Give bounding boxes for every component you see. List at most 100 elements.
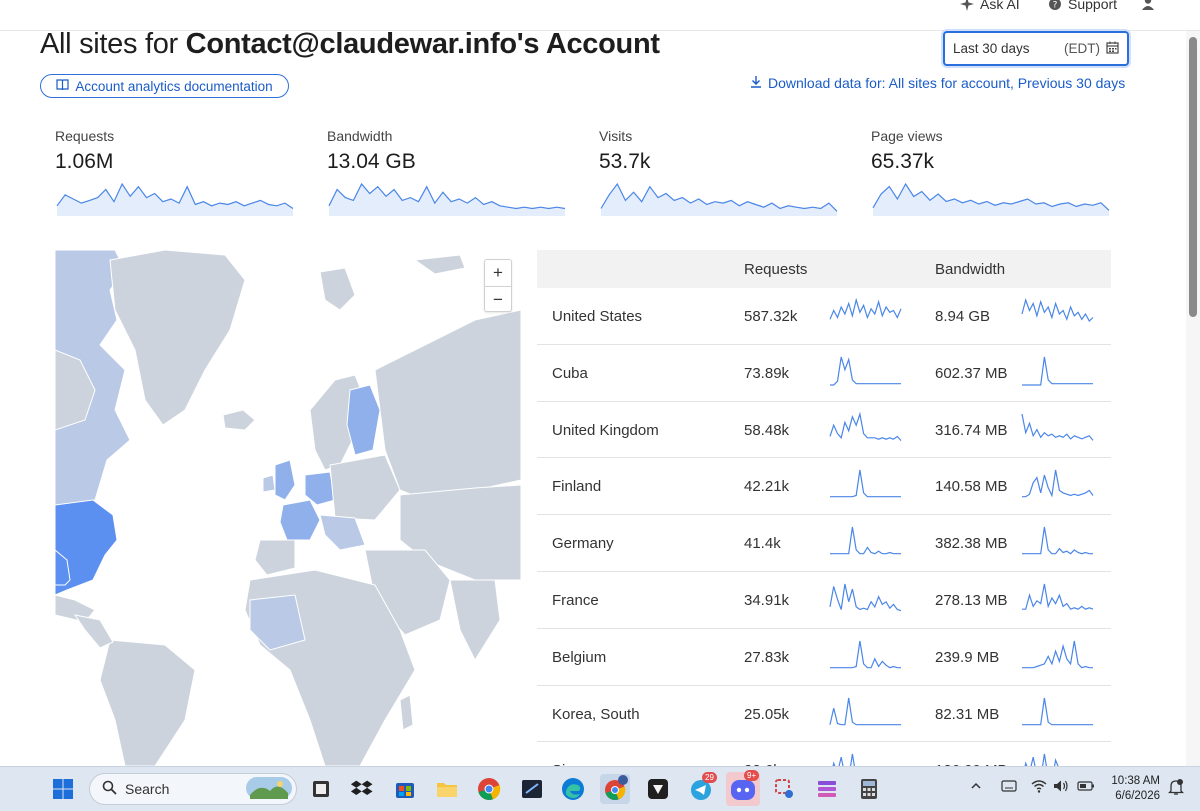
support-button[interactable]: ? Support: [1048, 0, 1117, 12]
sparkline-line: [830, 470, 901, 498]
download-data-link[interactable]: Download data for: All sites for account…: [750, 75, 1125, 91]
requests-row-sparkline: [830, 640, 901, 669]
table-row[interactable]: Belgium 27.83k 239.9 MB: [537, 629, 1111, 686]
notification-icon[interactable]: [1167, 778, 1185, 799]
clock-date: 6/6/2026: [1115, 790, 1160, 802]
map-region-iberia: [254, 539, 296, 576]
zoom-in-button[interactable]: +: [493, 263, 503, 282]
scrollbar-thumb[interactable]: [1189, 37, 1197, 317]
map-region-iceland: [222, 409, 256, 431]
bandwidth-row-sparkline: [1022, 697, 1093, 725]
calculator-icon[interactable]: [857, 777, 881, 801]
table-row[interactable]: Singapore 22.6k 126.99 MB: [537, 742, 1111, 766]
table-row[interactable]: United Kingdom 58.48k 316.74 MB: [537, 402, 1111, 459]
telegram-icon[interactable]: [689, 777, 713, 801]
requests-row-sparkline: [830, 356, 901, 386]
requests-row-sparkline: [830, 470, 901, 498]
search-placeholder: Search: [125, 781, 170, 797]
task-view-icon[interactable]: [309, 777, 333, 801]
requests-row-sparkline: [830, 527, 901, 555]
bandwidth-value: 140.58 MB: [935, 478, 1008, 496]
bandwidth-value: 82.31 MB: [935, 705, 1000, 723]
column-header-bandwidth[interactable]: Bandwidth: [935, 261, 1006, 278]
chrome-active-icon[interactable]: [600, 774, 630, 804]
download-data-label: Download data for: All sites for account…: [768, 75, 1126, 91]
table-row[interactable]: Korea, South 25.05k 82.31 MB: [537, 686, 1111, 743]
map-region-finland: [346, 384, 381, 456]
stack-app-icon[interactable]: [815, 777, 839, 801]
country-name: Germany: [552, 535, 614, 553]
requests-value: 41.4k: [744, 535, 781, 553]
world-map-canvas[interactable]: [55, 250, 521, 766]
page-title-account: Contact@claudewar.info's Account: [185, 28, 660, 60]
table-row[interactable]: United States 587.32k 8.94 GB: [537, 288, 1111, 345]
bandwidth-row-sparkline: [1024, 754, 1059, 766]
sparkline-line: [830, 527, 901, 555]
country-name: Singapore: [552, 762, 620, 766]
sparkline-line: [1022, 470, 1094, 498]
metric-value: 53.7k: [599, 150, 651, 173]
search-highlight-icon: [246, 776, 292, 802]
map-region-germany: [304, 471, 336, 506]
microsoft-store-icon[interactable]: [393, 777, 417, 801]
volume-icon[interactable]: [1053, 779, 1069, 796]
sparkline-line: [1022, 527, 1093, 555]
terminal-app-icon[interactable]: [520, 777, 544, 801]
map-region-france: [279, 499, 321, 541]
table-header: Requests Bandwidth: [537, 250, 1111, 288]
table-row[interactable]: Cuba 73.89k 602.37 MB: [537, 345, 1111, 402]
map-region-west-africa: [249, 594, 306, 651]
requests-value: 34.91k: [744, 591, 790, 609]
date-range-picker[interactable]: Last 30 days (EDT): [943, 31, 1129, 66]
table-row[interactable]: Germany 41.4k 382.38 MB: [537, 515, 1111, 572]
dropbox-icon[interactable]: [350, 777, 374, 801]
country-name: France: [552, 591, 599, 609]
system-clock[interactable]: 10:38 AM 6/6/2026: [1111, 774, 1160, 804]
chrome-icon[interactable]: [477, 777, 501, 801]
bandwidth-row-sparkline: [1022, 583, 1094, 610]
country-name: United States: [552, 308, 643, 325]
clock-time: 10:38 AM: [1111, 775, 1160, 787]
map-region-franz-josef: [413, 254, 466, 275]
zoom-out-button[interactable]: −: [485, 286, 511, 312]
svg-text:?: ?: [1053, 1, 1058, 11]
sparkline-line: [1024, 754, 1059, 766]
table-row[interactable]: France 34.91k 278.13 MB: [537, 572, 1111, 629]
edge-icon[interactable]: [561, 777, 585, 801]
column-header-requests[interactable]: Requests: [744, 261, 808, 278]
top-bar: Ask AI ? Support: [0, 0, 1200, 31]
requests-row-sparkline: [829, 697, 901, 725]
sparkline-line: [56, 182, 294, 209]
world-map[interactable]: [55, 250, 521, 766]
telegram-badge: 29: [702, 772, 717, 783]
country-name: Korea, South: [552, 705, 640, 723]
taskbar-search[interactable]: Search: [89, 773, 297, 805]
user-menu-button[interactable]: [1141, 0, 1155, 10]
discord-badge: 9+: [744, 770, 760, 781]
documentation-button[interactable]: Account analytics documentation: [40, 74, 289, 98]
metric-label: Bandwidth: [327, 128, 393, 144]
page-title-prefix: All sites for: [40, 28, 186, 60]
taskbar: Search 29 9+ 10:38 AM 6/6/2026: [0, 766, 1200, 811]
requests-value: 25.05k: [744, 705, 790, 723]
file-explorer-icon[interactable]: [435, 777, 459, 801]
page-scrollbar[interactable]: [1186, 31, 1200, 766]
bandwidth-row-sparkline: [1021, 298, 1094, 322]
chevron-up-icon[interactable]: [970, 779, 982, 795]
sparkline-line: [829, 697, 901, 725]
keyboard-icon[interactable]: [1001, 779, 1017, 796]
search-icon: [102, 780, 117, 798]
ask-ai-button[interactable]: Ask AI: [960, 0, 1020, 12]
sparkline-line: [1022, 640, 1093, 669]
map-region-ireland: [262, 474, 276, 493]
table-row[interactable]: Finland 42.21k 140.58 MB: [537, 458, 1111, 516]
page-title: All sites for Contact@claudewar.info's A…: [40, 28, 660, 61]
notes-app-icon[interactable]: [646, 777, 670, 801]
battery-icon[interactable]: [1077, 779, 1095, 796]
windows-start-icon[interactable]: [51, 777, 75, 801]
bandwidth-row-sparkline: [1022, 356, 1093, 386]
bandwidth-value: 126.99 MB: [935, 762, 1008, 766]
wifi-icon[interactable]: [1031, 779, 1047, 796]
snipping-tool-icon[interactable]: [773, 777, 797, 801]
bandwidth-row-sparkline: [1022, 640, 1093, 669]
